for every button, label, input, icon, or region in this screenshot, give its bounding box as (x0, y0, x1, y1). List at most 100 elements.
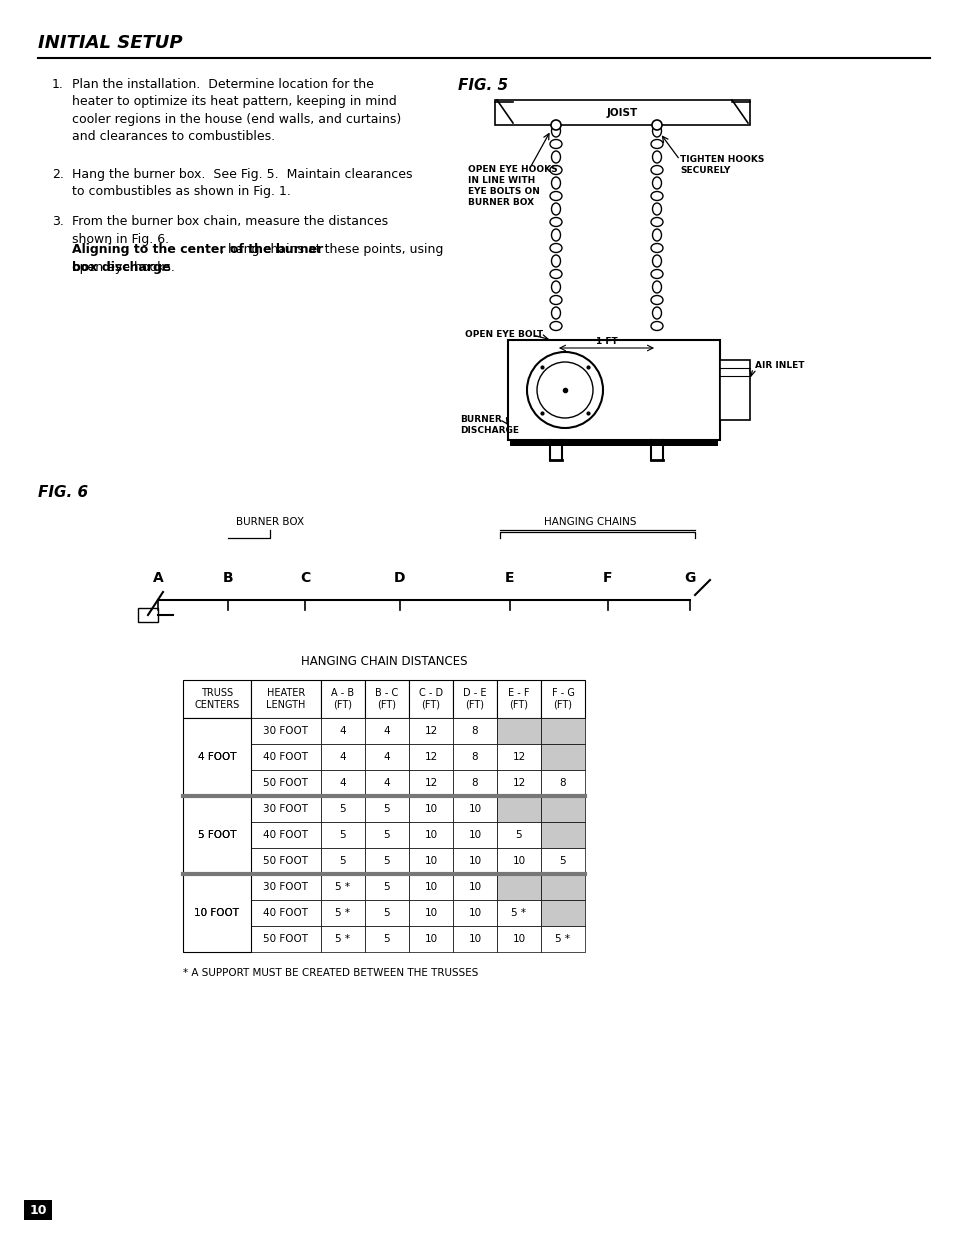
Bar (183, 823, 251, 848)
Bar (365, 848, 409, 874)
Bar (507, 340, 720, 440)
Bar (720, 359, 749, 420)
Text: 4: 4 (383, 752, 390, 762)
Bar (497, 823, 540, 848)
Text: 8: 8 (471, 778, 477, 788)
Text: 4: 4 (339, 752, 346, 762)
Text: 5: 5 (383, 804, 390, 814)
Bar (320, 797, 365, 823)
Ellipse shape (652, 228, 660, 241)
Circle shape (551, 120, 560, 130)
Text: 10: 10 (512, 934, 525, 944)
Text: BURNER
DISCHARGE: BURNER DISCHARGE (459, 415, 518, 435)
Text: FIG. 6: FIG. 6 (38, 485, 88, 500)
Bar (409, 797, 453, 823)
Bar (453, 823, 497, 848)
Text: 2.: 2. (52, 168, 64, 182)
Text: 4 FOOT: 4 FOOT (197, 752, 236, 762)
Bar (453, 743, 497, 769)
Text: 10: 10 (512, 856, 525, 866)
Bar (251, 900, 320, 926)
Circle shape (526, 352, 602, 429)
Text: HANGING CHAIN DISTANCES: HANGING CHAIN DISTANCES (300, 655, 467, 668)
Bar (540, 797, 584, 823)
Bar (409, 718, 453, 743)
Ellipse shape (650, 165, 662, 174)
Text: 10: 10 (424, 856, 437, 866)
Bar (409, 874, 453, 900)
Ellipse shape (650, 295, 662, 305)
Text: HEATER
LENGTH: HEATER LENGTH (266, 688, 305, 710)
Text: 10: 10 (424, 934, 437, 944)
Text: 10: 10 (468, 908, 481, 918)
Bar (365, 680, 409, 718)
Bar (409, 680, 453, 718)
Ellipse shape (650, 191, 662, 200)
Bar (495, 100, 749, 125)
Bar (365, 769, 409, 797)
Bar (497, 743, 540, 769)
Bar (251, 874, 320, 900)
Text: 10: 10 (424, 804, 437, 814)
Text: 5: 5 (339, 856, 346, 866)
Bar (320, 769, 365, 797)
Ellipse shape (652, 254, 660, 267)
Bar (251, 769, 320, 797)
Text: F - G
(FT): F - G (FT) (551, 688, 574, 710)
Ellipse shape (652, 125, 660, 137)
Text: 5: 5 (516, 830, 521, 840)
Bar (497, 848, 540, 874)
Bar (540, 900, 584, 926)
Ellipse shape (650, 243, 662, 252)
Bar (540, 680, 584, 718)
Bar (365, 718, 409, 743)
Text: 5 FOOT: 5 FOOT (197, 830, 236, 840)
Bar (540, 874, 584, 900)
Bar (365, 823, 409, 848)
Bar (409, 900, 453, 926)
Bar (183, 718, 251, 797)
Text: B - C
(FT): B - C (FT) (375, 688, 398, 710)
Ellipse shape (652, 177, 660, 189)
Text: 10: 10 (424, 908, 437, 918)
Ellipse shape (551, 151, 560, 163)
Ellipse shape (550, 140, 561, 148)
Text: E - F
(FT): E - F (FT) (508, 688, 529, 710)
Text: 50 FOOT: 50 FOOT (263, 856, 308, 866)
Text: D: D (394, 571, 405, 585)
Bar (251, 848, 320, 874)
Bar (365, 900, 409, 926)
Bar (453, 874, 497, 900)
Ellipse shape (551, 203, 560, 215)
Bar (540, 769, 584, 797)
Ellipse shape (551, 125, 560, 137)
Text: A - B
(FT): A - B (FT) (331, 688, 355, 710)
Text: 10: 10 (468, 882, 481, 892)
Text: * A SUPPORT MUST BE CREATED BETWEEN THE TRUSSES: * A SUPPORT MUST BE CREATED BETWEEN THE … (183, 968, 477, 978)
Bar (320, 926, 365, 952)
Bar (24, 1200, 52, 1220)
Text: HANGING CHAINS: HANGING CHAINS (543, 517, 636, 527)
Text: E: E (505, 571, 515, 585)
Text: JOIST: JOIST (606, 107, 638, 117)
Text: 10: 10 (468, 804, 481, 814)
Bar (251, 797, 320, 823)
Text: , hang chains at these points, using
open eye hooks.: , hang chains at these points, using ope… (71, 243, 443, 273)
Bar (540, 926, 584, 952)
Text: TIGHTEN HOOKS
SECURELY: TIGHTEN HOOKS SECURELY (679, 156, 763, 175)
Bar (540, 718, 584, 743)
Ellipse shape (551, 228, 560, 241)
Bar (183, 926, 251, 952)
Bar (453, 680, 497, 718)
Circle shape (651, 120, 661, 130)
Text: C: C (299, 571, 310, 585)
Ellipse shape (652, 203, 660, 215)
Text: Hang the burner box.  See Fig. 5.  Maintain clearances
to combustibles as shown : Hang the burner box. See Fig. 5. Maintai… (71, 168, 412, 199)
Text: 5: 5 (559, 856, 566, 866)
Bar (497, 718, 540, 743)
Text: 5: 5 (339, 830, 346, 840)
Text: D - E
(FT): D - E (FT) (463, 688, 486, 710)
Bar (365, 874, 409, 900)
Text: 10: 10 (468, 830, 481, 840)
Text: B: B (222, 571, 233, 585)
